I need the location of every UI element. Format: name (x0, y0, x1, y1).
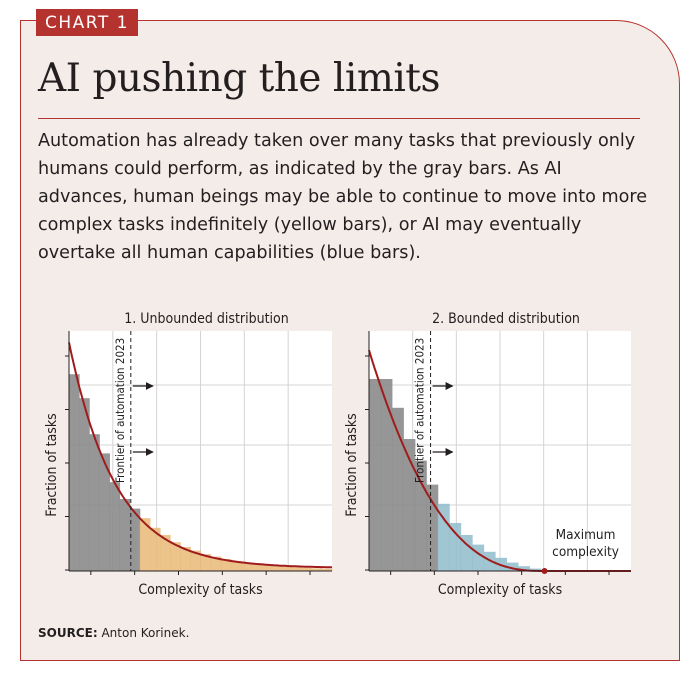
panel-1-bar (69, 374, 80, 571)
source-note: SOURCE: Anton Korinek. (38, 626, 189, 640)
panel-2-y-label: Fraction of tasks (344, 413, 360, 516)
panel-1-bar (149, 527, 161, 571)
panel-1-bar (301, 567, 313, 571)
panel-1-bar (311, 568, 323, 571)
panel-1-title: 1. Unbounded distribution (124, 311, 288, 327)
panel-2-bar (483, 551, 496, 571)
panel-1-bar (261, 565, 272, 571)
panel-2-bar (414, 460, 427, 571)
panel-1-bar (170, 542, 181, 571)
panel-1-bar (119, 499, 131, 571)
panel-2-bar (426, 484, 439, 571)
panel-1-bar (139, 518, 151, 571)
panel-1-bar (220, 559, 232, 571)
panel-2-max-complexity-marker (541, 568, 548, 574)
panel-2-bar (506, 562, 519, 571)
panel-2-title: 2. Bounded distribution (432, 311, 580, 327)
panel-1-bar (291, 567, 303, 571)
panel-1-bar (180, 547, 191, 571)
panel-1-bar (99, 453, 110, 571)
panel-1-density-curve (68, 342, 333, 569)
panel-1-bar (251, 563, 262, 571)
panel-1-bar (240, 562, 252, 571)
panel-2-annotation-line-2: complexity (552, 544, 619, 560)
title-rule (38, 118, 640, 119)
panel-1-bar (89, 434, 100, 571)
panel-1-bar (109, 482, 121, 571)
page-title: AI pushing the limits (38, 56, 441, 101)
panel-2-annotation-line-1: Maximum (556, 527, 616, 543)
panel-2-x-label: Complexity of tasks (438, 582, 562, 598)
panel-1-bar (129, 508, 141, 571)
source-label: SOURCE: (38, 626, 98, 640)
panel-2-bar (529, 568, 542, 571)
chart-badge: CHART 1 (36, 9, 138, 36)
panel-2-frontier-label: Frontier of automation 2023 (413, 338, 427, 483)
panel-1-bar (321, 568, 333, 571)
panel-1-bar (200, 554, 212, 571)
panel-1-bar (230, 560, 242, 571)
source-text: Anton Korinek. (101, 626, 190, 640)
panel-1-bar (79, 398, 90, 571)
panel-2-bar (518, 566, 530, 571)
panel-1-bar (271, 565, 282, 571)
panel-2-bar (449, 523, 462, 571)
panel-1-y-label: Fraction of tasks (44, 413, 60, 516)
panel-1-bar (190, 550, 201, 571)
chart-description: Automation has already taken over many t… (38, 131, 648, 263)
panel-2-bar (460, 535, 473, 571)
panel-2-bar (472, 544, 485, 571)
panel-2-bar (369, 379, 381, 571)
panel-1-bar (281, 566, 293, 571)
panel-1-frontier-label: Frontier of automation 2023 (113, 338, 127, 483)
panel-2-bar (403, 439, 416, 571)
panel-1-x-label: Complexity of tasks (138, 582, 262, 598)
panel-2-bar (437, 503, 450, 571)
panel-2-bar (391, 407, 404, 571)
panel-2-bar (380, 379, 393, 571)
panel-1-bar (210, 556, 222, 571)
panel-1-bar (160, 535, 171, 571)
